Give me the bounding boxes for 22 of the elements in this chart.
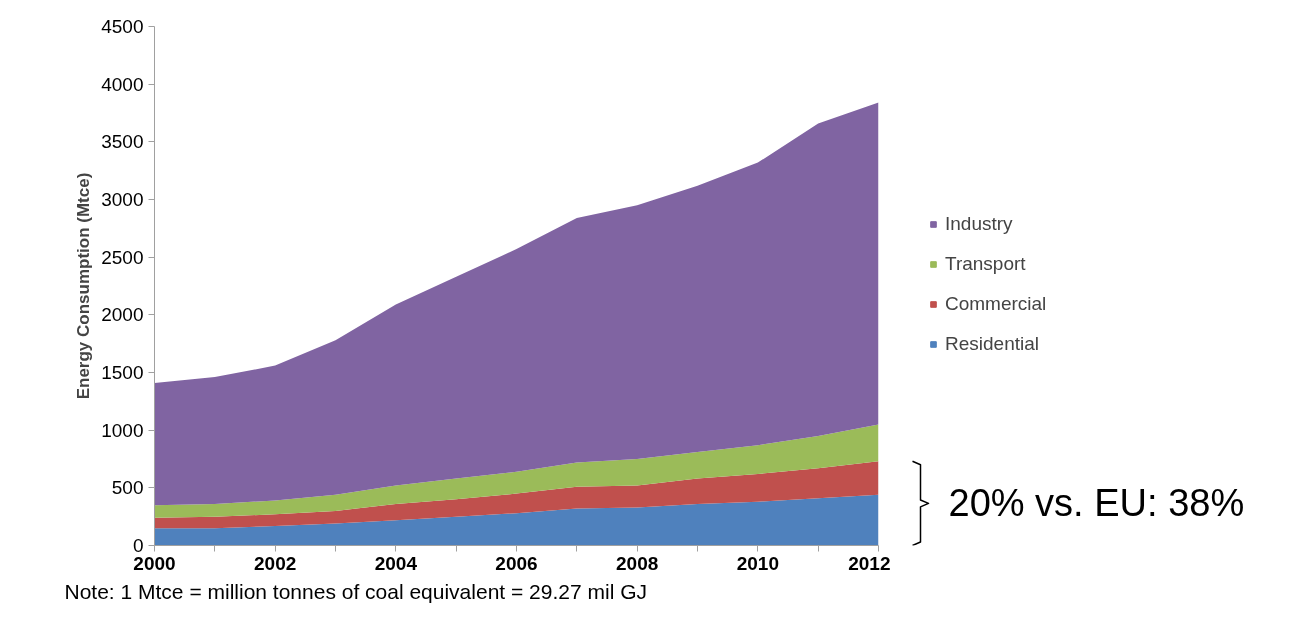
x-tick-label: 2002 xyxy=(254,552,297,574)
y-tick-label: 2000 xyxy=(101,304,144,326)
y-tick-label: 1500 xyxy=(101,362,144,383)
y-tick-label: 4500 xyxy=(101,16,144,37)
legend-label: Residential xyxy=(945,333,1039,355)
x-tick-label: 2004 xyxy=(374,552,418,574)
x-tick-label: 2008 xyxy=(616,552,659,574)
y-tick-label: 4000 xyxy=(101,73,144,95)
x-tick-label: 2012 xyxy=(848,552,891,574)
y-tick-label: 2500 xyxy=(101,246,144,268)
legend-label: Industry xyxy=(945,213,1013,235)
legend-label: Commercial xyxy=(945,293,1047,315)
text: Note: 1 Mtce = million tonnes of coal equivalent = 29.27 mil GJ xyxy=(64,579,647,603)
y-tick-label: 1000 xyxy=(101,419,144,441)
y-tick-label: 3000 xyxy=(101,189,144,210)
y-axis-title: Energy Consumption (Mtce) xyxy=(74,172,94,400)
y-tick-label: 3500 xyxy=(101,131,144,153)
x-tick-label: 2010 xyxy=(736,552,779,574)
y-tick-label: 500 xyxy=(111,477,144,499)
annotation: 20% vs. EU: 38% xyxy=(948,482,1245,525)
legend-label: Transport xyxy=(945,253,1026,275)
x-tick-label: 2006 xyxy=(495,552,538,574)
